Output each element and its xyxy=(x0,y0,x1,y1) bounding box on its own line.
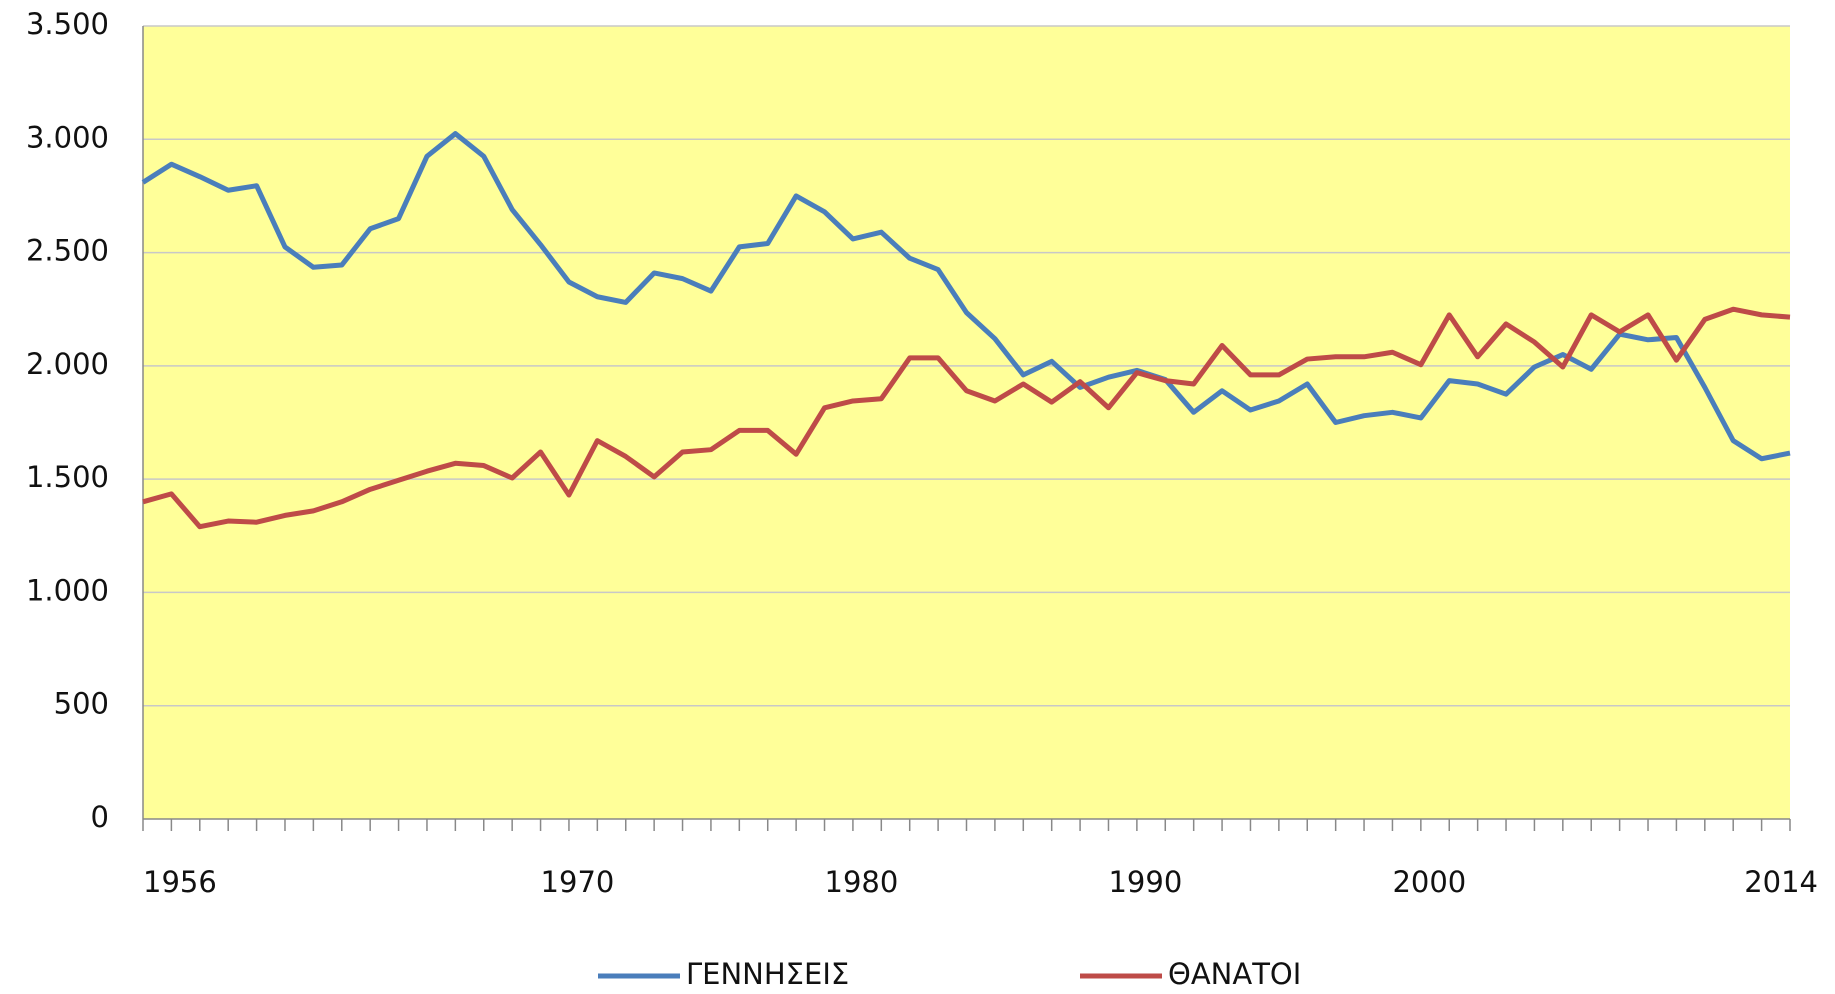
y-tick-label: 500 xyxy=(54,687,109,721)
x-tick-label: 2000 xyxy=(1392,865,1466,899)
x-tick-label: 1990 xyxy=(1108,865,1182,899)
y-tick-label: 1.000 xyxy=(26,573,109,607)
x-tick-label: 1970 xyxy=(541,865,615,899)
y-tick-label: 2.500 xyxy=(26,234,109,268)
y-tick-label: 3.000 xyxy=(26,120,109,154)
y-tick-label: 3.500 xyxy=(26,7,109,41)
plot-area xyxy=(143,26,1790,819)
x-tick-label: 1980 xyxy=(825,865,899,899)
legend-label: ΘΑΝΑΤΟΙ xyxy=(1168,957,1301,991)
x-tick-label: 2014 xyxy=(1744,865,1818,899)
y-tick-label: 0 xyxy=(91,800,109,834)
y-tick-label: 1.500 xyxy=(26,460,109,494)
series-line xyxy=(142,306,1791,530)
legend-label: ΓΕΝΝΗΣΕΙΣ xyxy=(686,957,849,991)
y-tick-label: 2.000 xyxy=(26,347,109,381)
series-line xyxy=(141,131,1791,462)
x-tick-label: 1956 xyxy=(143,865,217,899)
